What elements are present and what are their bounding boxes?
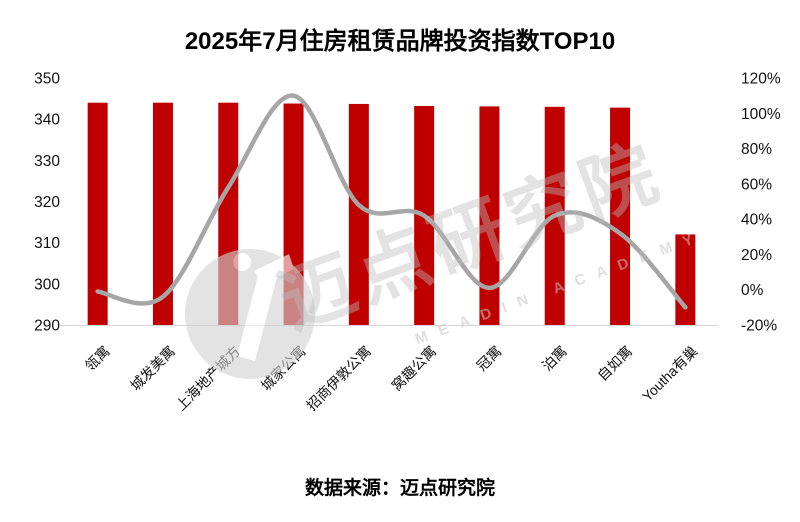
right-axis-tick-label: 100%: [741, 106, 781, 123]
bar: [152, 102, 173, 325]
left-axis-tick-label: 330: [34, 153, 60, 170]
right-axis-tick-label: -20%: [741, 318, 777, 335]
category-label: 城家公寓: [258, 343, 309, 394]
right-axis-tick-label: 20%: [741, 247, 772, 264]
chart-title: 2025年7月住房租赁品牌投资指数TOP10: [184, 28, 616, 55]
left-axis-tick-label: 300: [34, 276, 60, 293]
category-label: 招商伊敦公寓: [303, 343, 374, 414]
right-axis-tick-label: 120%: [741, 71, 781, 88]
category-label: 窝趣公寓: [388, 343, 439, 394]
category-label: Youtha有巢: [639, 343, 701, 405]
left-axis-tick-label: 340: [34, 112, 60, 129]
category-label: 冠寓: [473, 343, 504, 374]
right-axis-tick-label: 0%: [741, 282, 764, 299]
trend-line: [95, 93, 688, 310]
right-axis-tick-label: 60%: [741, 176, 772, 193]
category-label: 自如寓: [594, 343, 635, 384]
right-axis-tick-label: 80%: [741, 141, 772, 158]
category-label: 城发美寓: [127, 343, 178, 394]
category-label: 泊寓: [539, 343, 570, 374]
left-axis-tick-label: 290: [34, 318, 60, 335]
bar: [283, 103, 304, 325]
bar: [87, 102, 108, 325]
category-label: 上海地产城方: [173, 343, 244, 414]
left-axis-tick-label: 350: [34, 71, 60, 88]
data-source: 数据来源：迈点研究院: [304, 478, 495, 499]
category-label: 瓴寓: [82, 343, 113, 374]
bar: [675, 234, 696, 325]
bar: [218, 102, 239, 325]
bar: [610, 107, 631, 325]
bar: [348, 103, 369, 325]
left-axis-tick-label: 320: [34, 194, 60, 211]
combo-chart-canvas: 350 340 330 320 310 300 290 120% 100% 80% 60% 40% 20…: [34, 71, 781, 414]
bar: [479, 106, 500, 325]
left-axis-tick-label: 310: [34, 235, 60, 252]
right-axis-tick-label: 40%: [741, 212, 772, 229]
